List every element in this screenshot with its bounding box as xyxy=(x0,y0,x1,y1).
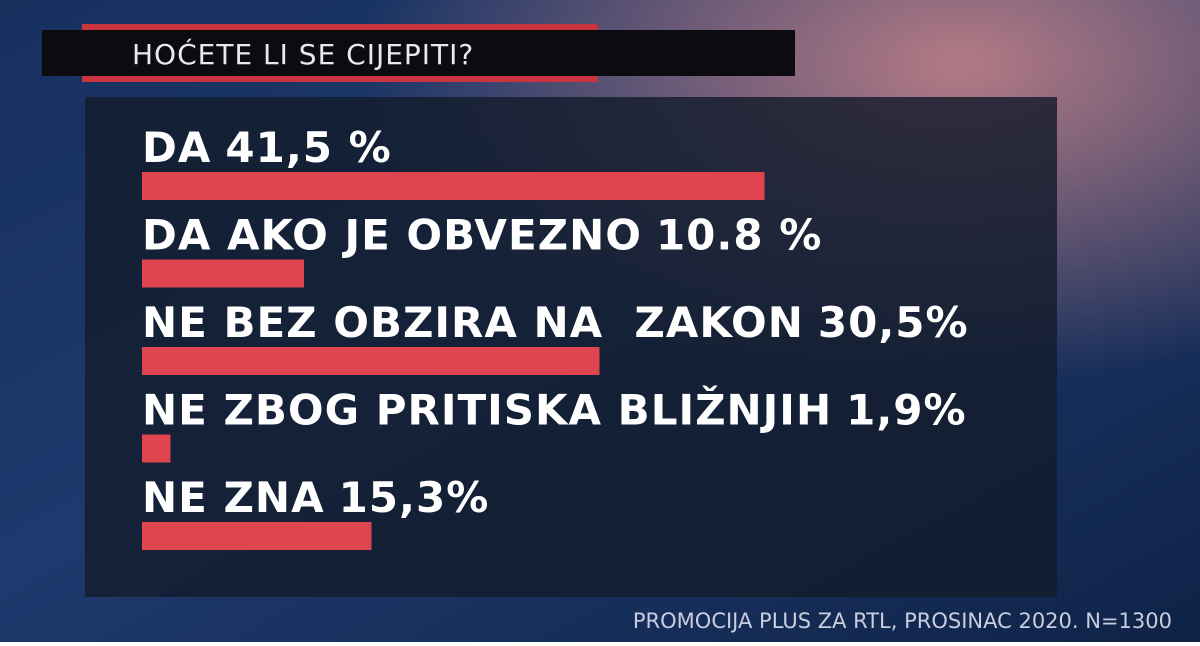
category-name: DA AKO JE OBVEZNO xyxy=(142,210,642,259)
bar xyxy=(142,522,372,550)
chart-title: HOĆETE LI SE CIJEPITI? xyxy=(132,37,474,71)
category-label: DA AKO JE OBVEZNO 10.8 % xyxy=(142,210,822,259)
bar xyxy=(142,172,765,200)
category-label: NE ZBOG PRITISKA BLIŽNJIH 1,9% xyxy=(142,384,967,434)
category-name: NE BEZ OBZIRA NA ZAKON xyxy=(142,298,804,347)
category-name: DA xyxy=(142,123,211,172)
title-bar xyxy=(42,30,795,76)
value-label: 15,3% xyxy=(339,473,490,522)
category-name: NE ZNA xyxy=(142,473,325,522)
source-note: PROMOCIJA PLUS ZA RTL, PROSINAC 2020. N=… xyxy=(633,609,1172,633)
value-label: 10.8 % xyxy=(656,210,822,259)
bar xyxy=(142,434,171,463)
value-label: 41,5 % xyxy=(225,123,391,172)
bar xyxy=(142,259,304,288)
bar xyxy=(142,347,600,375)
value-label: 30,5% xyxy=(818,298,969,347)
category-name: NE ZBOG PRITISKA BLIŽNJIH xyxy=(142,384,832,434)
category-label: NE ZNA 15,3% xyxy=(142,473,489,522)
category-label: DA 41,5 % xyxy=(142,123,392,172)
value-label: 1,9% xyxy=(846,385,966,434)
category-label: NE BEZ OBZIRA NA ZAKON 30,5% xyxy=(142,298,969,347)
